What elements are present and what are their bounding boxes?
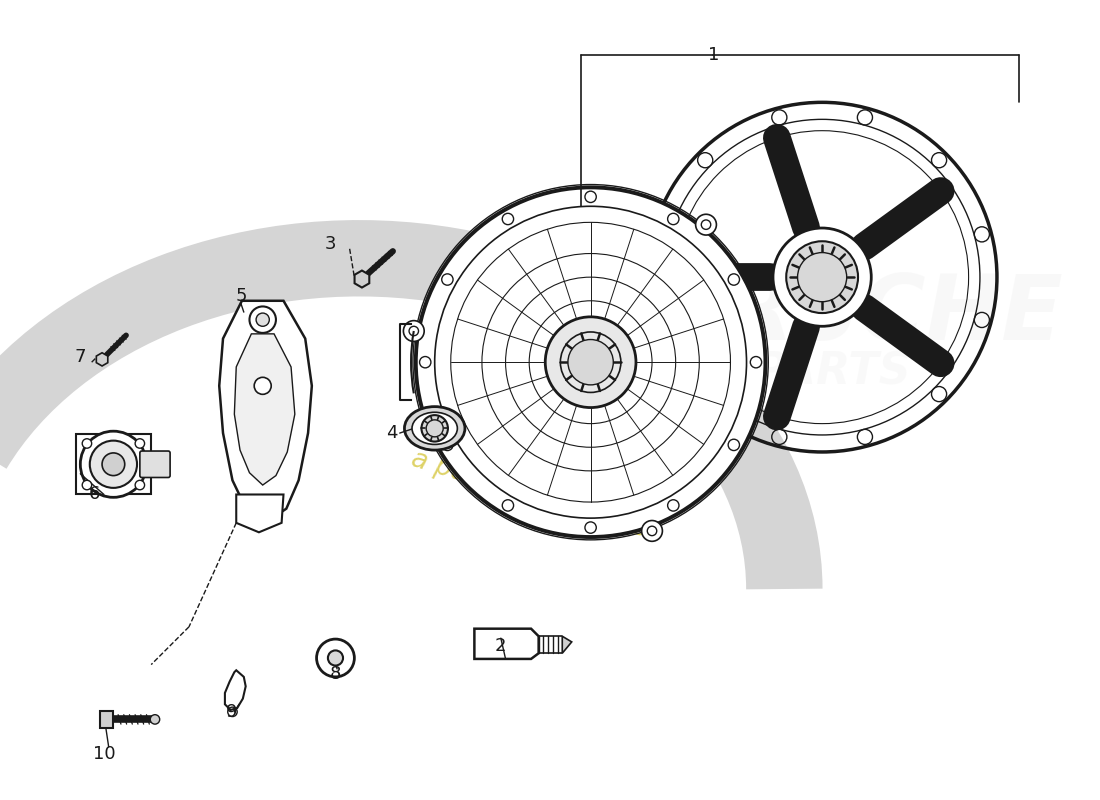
Circle shape <box>404 321 425 342</box>
Circle shape <box>102 453 124 475</box>
Circle shape <box>80 431 146 498</box>
Circle shape <box>798 253 847 302</box>
Circle shape <box>695 214 716 235</box>
Polygon shape <box>236 494 284 532</box>
Ellipse shape <box>412 412 458 445</box>
FancyBboxPatch shape <box>140 451 170 478</box>
Circle shape <box>546 317 636 407</box>
Polygon shape <box>474 629 539 659</box>
Circle shape <box>82 438 91 448</box>
Circle shape <box>568 339 614 385</box>
Text: 8: 8 <box>330 665 341 683</box>
Text: 3: 3 <box>324 235 337 253</box>
Text: 9: 9 <box>226 703 238 721</box>
Circle shape <box>250 306 276 333</box>
Text: 7: 7 <box>75 349 86 366</box>
Polygon shape <box>76 434 151 494</box>
Polygon shape <box>219 301 311 518</box>
Polygon shape <box>562 636 572 654</box>
Circle shape <box>82 480 91 490</box>
Polygon shape <box>224 670 245 710</box>
Polygon shape <box>354 270 370 287</box>
Circle shape <box>641 521 662 542</box>
Text: 6: 6 <box>89 486 100 503</box>
Polygon shape <box>97 353 108 366</box>
Text: 10: 10 <box>92 746 116 763</box>
Text: PARTS: PARTS <box>752 350 911 393</box>
Circle shape <box>135 480 144 490</box>
Circle shape <box>416 187 766 537</box>
FancyBboxPatch shape <box>100 711 113 728</box>
Circle shape <box>786 242 858 313</box>
Circle shape <box>135 438 144 448</box>
Circle shape <box>151 714 160 724</box>
Circle shape <box>421 415 448 442</box>
Circle shape <box>256 313 270 326</box>
Ellipse shape <box>405 406 465 450</box>
Circle shape <box>328 650 343 666</box>
Circle shape <box>317 639 354 677</box>
Polygon shape <box>234 334 295 485</box>
Text: 5: 5 <box>235 287 246 305</box>
Circle shape <box>254 378 272 394</box>
Text: 4: 4 <box>386 424 398 442</box>
Circle shape <box>773 228 871 326</box>
Circle shape <box>90 441 138 488</box>
Text: 2: 2 <box>495 637 507 654</box>
Text: 1: 1 <box>707 46 719 64</box>
Text: a passion for parts: a passion for parts <box>408 446 650 543</box>
Text: PORSCHE: PORSCHE <box>582 271 1063 359</box>
